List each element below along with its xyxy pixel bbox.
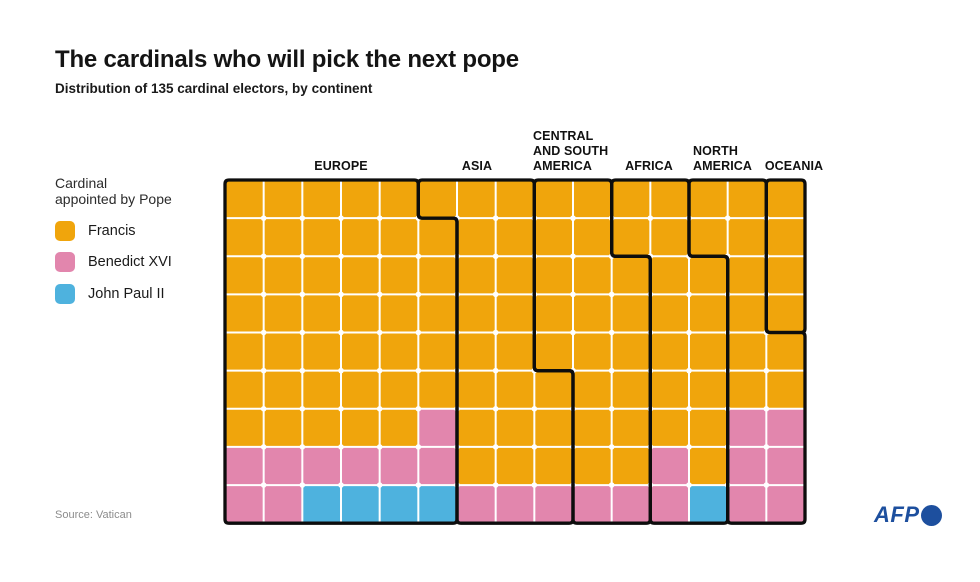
- cell-benedict-xvi: [727, 446, 767, 486]
- legend-item-francis: Francis: [55, 221, 136, 241]
- cell-john-paul-ii: [418, 485, 458, 524]
- afp-logo-text: AFP: [874, 502, 920, 527]
- page-subtitle: Distribution of 135 cardinal electors, b…: [55, 81, 373, 96]
- cell-benedict-xvi: [341, 446, 380, 486]
- cell-john-paul-ii: [341, 485, 380, 524]
- legend-label-john-paul-ii: John Paul II: [88, 286, 165, 302]
- legend-item-benedict-xvi: Benedict XVI: [55, 252, 172, 272]
- afp-logo-dot: [920, 504, 942, 526]
- cell-benedict-xvi: [379, 446, 419, 486]
- cell-benedict-xvi: [766, 446, 806, 486]
- cell-benedict-xvi: [766, 408, 806, 447]
- cell-john-paul-ii: [379, 485, 419, 524]
- cell-john-paul-ii: [302, 485, 342, 524]
- cell-benedict-xvi: [727, 408, 767, 447]
- continent-label-central-and-south-america: CENTRAL AND SOUTH AMERICA: [533, 129, 609, 173]
- cell-benedict-xvi: [225, 446, 264, 486]
- cell-benedict-xvi: [418, 446, 458, 486]
- continent-label-oceania: OCEANIA: [764, 159, 824, 173]
- cell-benedict-xvi: [534, 485, 574, 524]
- cell-john-paul-ii: [689, 485, 728, 524]
- cell-benedict-xvi: [650, 485, 690, 524]
- cell-benedict-xvi: [263, 485, 303, 524]
- waffle-cells: [225, 180, 806, 524]
- legend-title: Cardinal appointed by Pope: [55, 175, 172, 207]
- cell-benedict-xvi: [302, 446, 342, 486]
- legend-label-benedict-xvi: Benedict XVI: [88, 254, 172, 270]
- continent-label-africa: AFRICA: [625, 159, 673, 173]
- continent-label-asia: ASIA: [461, 159, 493, 173]
- cell-benedict-xvi: [766, 485, 806, 524]
- continent-label-north-america: NORTH AMERICA: [693, 144, 753, 173]
- continent-label-europe: EUROPE: [314, 159, 368, 173]
- cell-benedict-xvi: [573, 485, 612, 524]
- cell-benedict-xvi: [495, 485, 535, 524]
- legend-item-john-paul-ii: John Paul II: [55, 284, 165, 304]
- cell-benedict-xvi: [727, 485, 767, 524]
- cell-benedict-xvi: [650, 446, 690, 486]
- continent-outlines: [223, 178, 807, 525]
- cell-benedict-xvi: [263, 446, 303, 486]
- legend-swatch-benedict-xvi: [55, 252, 75, 272]
- page-title: The cardinals who will pick the next pop…: [55, 46, 519, 73]
- cell-benedict-xvi: [225, 485, 264, 524]
- cell-benedict-xvi: [611, 485, 651, 524]
- source-note: Source: Vatican: [55, 509, 132, 521]
- cell-benedict-xvi: [457, 485, 496, 524]
- cell-benedict-xvi: [418, 408, 458, 447]
- legend-swatch-francis: [55, 221, 75, 241]
- outline-north-america: [687, 178, 807, 525]
- legend-label-francis: Francis: [88, 223, 136, 239]
- legend-swatch-john-paul-ii: [55, 284, 75, 304]
- outline-oceania: [764, 178, 807, 335]
- afp-logo: AFP: [874, 502, 942, 528]
